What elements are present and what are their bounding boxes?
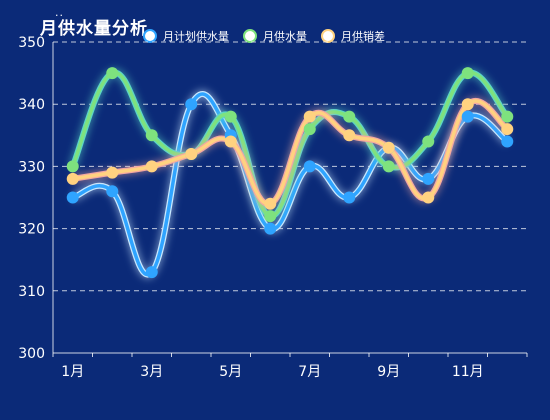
data-point-supply [264,210,277,223]
y-tick-label: 350 [18,35,45,51]
data-point-supply [224,110,237,123]
x-tick-label: 5月 [219,364,242,380]
data-point-loss [461,98,474,111]
data-point-supply [382,160,395,173]
data-point-planned [461,110,474,123]
x-tick-label: 11月 [452,364,484,380]
legend-marker-loss [321,29,335,43]
legend-item-loss[interactable]: 月供销差 [321,28,385,44]
y-tick-label: 310 [18,284,45,300]
y-tick-label: 330 [18,159,45,175]
data-point-planned [501,135,514,148]
data-point-loss [185,147,198,160]
data-point-loss [66,172,79,185]
x-tick-label: 9月 [377,364,400,380]
data-point-loss [224,135,237,148]
legend-label-supply: 月供水量 [263,30,307,43]
data-point-loss [343,129,356,142]
y-tick-label: 320 [18,222,45,238]
data-point-loss [303,110,316,123]
legend-label-loss: 月供销差 [341,30,385,43]
data-point-supply [145,129,158,142]
y-tick-label: 300 [18,346,45,362]
data-point-planned [145,266,158,279]
data-point-planned [303,160,316,173]
x-tick-label: 3月 [140,364,163,380]
legend-label-planned: 月计划供水量 [163,30,229,43]
data-point-loss [145,160,158,173]
data-point-supply [501,110,514,123]
data-point-supply [422,135,435,148]
data-point-planned [422,172,435,185]
data-point-loss [106,166,119,179]
x-tick-label: 1月 [61,364,84,380]
data-point-supply [343,110,356,123]
legend-marker-supply [243,29,257,43]
data-point-loss [264,197,277,210]
data-point-supply [303,123,316,136]
legend-item-planned[interactable]: 月计划供水量 [143,28,229,44]
data-point-supply [66,160,79,173]
chart-title: 月供水量分析 [40,19,148,39]
data-point-planned [264,222,277,235]
data-point-loss [382,141,395,154]
data-point-loss [501,123,514,136]
data-point-supply [461,67,474,80]
data-point-planned [185,98,198,111]
legend-item-supply[interactable]: 月供水量 [243,28,307,44]
x-tick-label: 7月 [298,364,321,380]
data-point-planned [343,191,356,204]
data-point-supply [106,67,119,80]
legend-marker-planned [143,29,157,43]
data-point-planned [66,191,79,204]
y-tick-label: 340 [18,97,45,113]
title-marks: ·· [55,9,64,22]
data-point-planned [106,185,119,198]
legend: 月计划供水量 月供水量 月供销差 [143,28,399,44]
data-point-loss [422,191,435,204]
